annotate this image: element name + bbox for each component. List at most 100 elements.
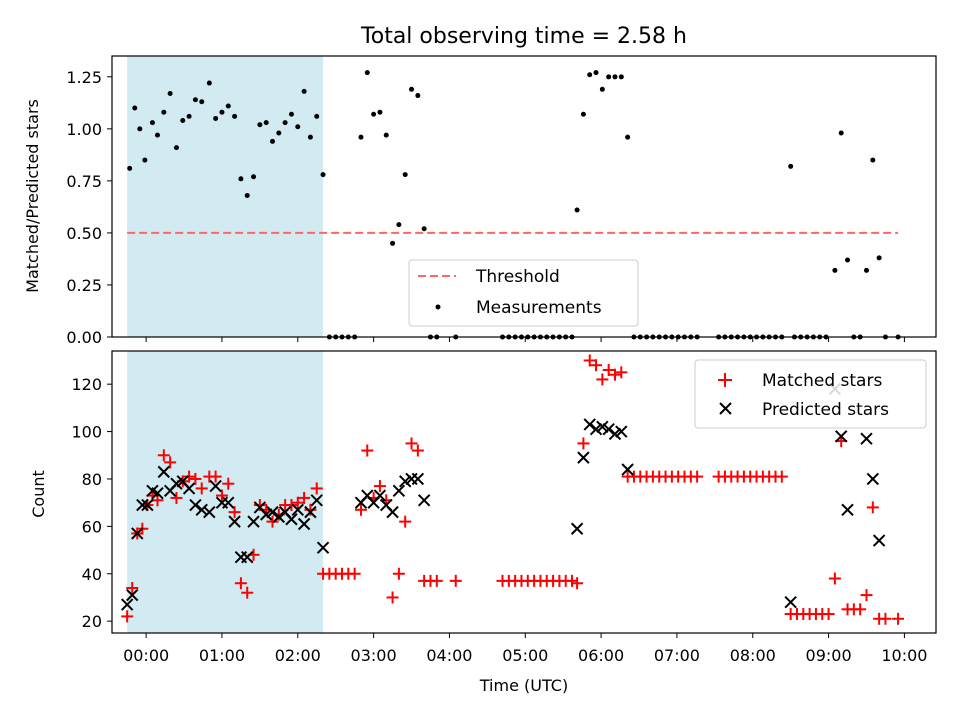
legend-matched-swatch (718, 373, 732, 387)
matched-star-point (266, 515, 279, 528)
x-axis-label: Time (UTC) (479, 676, 568, 695)
measurement-point (876, 255, 882, 261)
legend-predicted-label: Predicted stars (762, 400, 889, 420)
matched-star-point (411, 444, 424, 457)
predicted-star-point (126, 588, 139, 602)
predicted-star-point (304, 505, 317, 519)
measurement-point (301, 88, 307, 94)
predicted-star-point (316, 541, 330, 554)
measurement-point (845, 257, 851, 263)
count-panel-frame (111, 350, 937, 634)
measurement-point (282, 120, 288, 126)
predicted-star-point (417, 494, 431, 507)
measurement-point (409, 86, 415, 92)
legend-threshold-label: Threshold (475, 267, 560, 287)
predicted-star-point (373, 489, 387, 502)
predicted-star-point (291, 503, 304, 516)
measurement-point (421, 226, 427, 232)
predicted-star-point (136, 498, 149, 512)
measurement-point (173, 145, 179, 151)
predicted-star-point (195, 503, 208, 516)
predicted-star-point (386, 505, 399, 519)
matched-star-point (215, 489, 228, 502)
measurement-point (396, 222, 402, 228)
matched-star-point (222, 477, 235, 490)
x-tick-label: 10:00 (881, 646, 927, 665)
matched-star-point (121, 610, 134, 623)
predicted-star-point (392, 484, 406, 498)
legend-measurements-label: Measurements (476, 298, 602, 318)
predicted-star-point (784, 595, 797, 609)
ratio-y-tick-label: 1.25 (66, 68, 102, 87)
legend-predicted-swatch (719, 402, 732, 415)
legend-measurements-swatch (435, 304, 441, 310)
matched-star-point (189, 472, 202, 485)
count-y-axis-label: Count (29, 470, 48, 518)
predicted-star-point (131, 527, 144, 540)
measurement-point (606, 74, 612, 80)
ratio-y-tick-label: 0.75 (66, 172, 102, 191)
predicted-star-point (285, 513, 298, 526)
predicted-star-point (266, 505, 279, 519)
x-tick-label: 04:00 (426, 646, 472, 665)
count-legend-box (694, 359, 927, 429)
measurement-point (132, 105, 138, 111)
predicted-star-point (621, 463, 634, 476)
measurement-point (219, 109, 225, 115)
matched-star-point (195, 482, 208, 495)
matched-star-point (449, 574, 462, 587)
matched-star-point (879, 612, 892, 625)
measurement-point (377, 109, 383, 115)
ratio-y-tick-label: 1.00 (66, 120, 102, 139)
matched-star-point (828, 572, 841, 585)
count-panel: 20 40 60 80 100 120 00:00 01:00 02:00 03:00 04:00… (29, 350, 937, 695)
measurement-point (137, 126, 143, 132)
measurement-point (415, 93, 421, 99)
matched-star-point (373, 480, 386, 493)
count-y-tick-label: 80 (82, 470, 102, 489)
matched-star-point (310, 482, 323, 495)
x-tick-label: 03:00 (351, 646, 397, 665)
measurement-point (870, 157, 876, 163)
measurement-point (295, 124, 301, 130)
matched-star-point (126, 581, 139, 594)
measurement-point (574, 207, 580, 213)
predicted-star-point (615, 425, 628, 438)
x-tick-label: 02:00 (275, 646, 321, 665)
measurement-point (154, 132, 160, 138)
measurement-point (127, 165, 133, 171)
measurement-point (180, 118, 186, 124)
matched-star-point (399, 515, 412, 528)
measurement-point (587, 72, 593, 78)
measurement-point (307, 134, 313, 140)
count-y-tick-label: 20 (82, 612, 102, 631)
ratio-y-tick-label: 0.50 (66, 224, 102, 243)
measurement-point (244, 192, 250, 198)
measurement-point (612, 74, 618, 80)
predicted-star-point (141, 498, 154, 512)
matched-star-point (170, 491, 183, 504)
measurement-point (276, 130, 282, 136)
measurement-point (618, 74, 624, 80)
matched-star-point (392, 567, 405, 580)
matched-star-point (285, 499, 298, 512)
matched-star-point (361, 444, 374, 457)
predicted-star-point (835, 430, 848, 443)
matched-star-point (615, 366, 628, 379)
measurement-point (238, 176, 244, 182)
measurement-point (161, 109, 167, 115)
matched-star-point (354, 503, 367, 516)
measurement-point (863, 267, 869, 273)
ratio-y-axis-label: Matched/Predicted stars (23, 99, 42, 293)
measurement-point (167, 90, 173, 96)
predicted-star-point (228, 515, 241, 528)
matched-star-point (386, 591, 399, 604)
count-y-tick-label: 120 (71, 375, 102, 394)
measurement-point (251, 174, 257, 180)
predicted-star-point (120, 598, 134, 611)
matched-star-point (571, 577, 584, 590)
measurement-point (402, 172, 408, 178)
matched-star-point (583, 354, 596, 367)
matched-star-point (596, 373, 609, 386)
count-y-tick-label: 40 (82, 565, 102, 584)
